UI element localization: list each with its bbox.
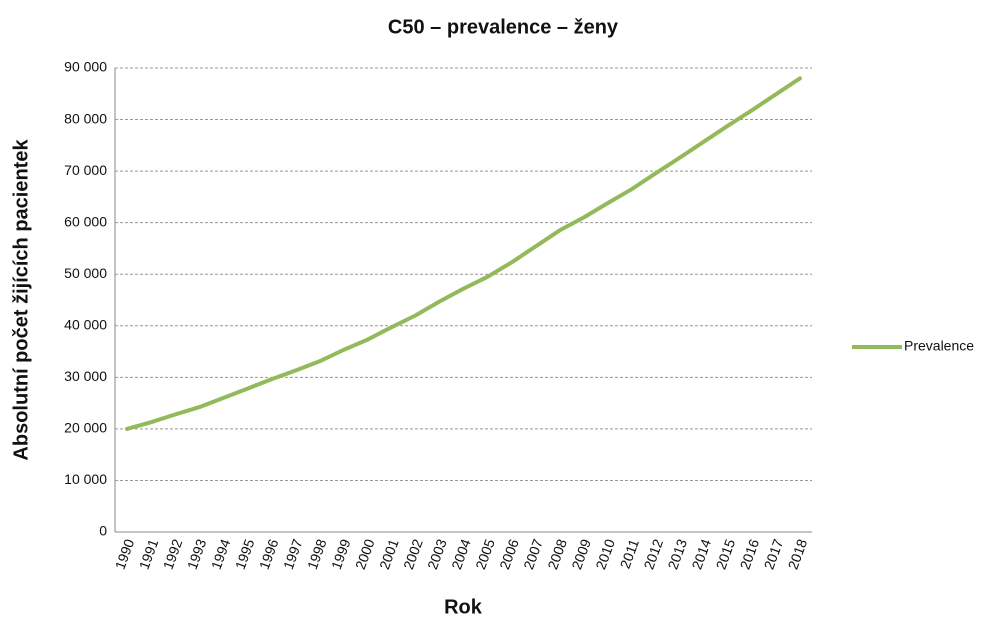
x-tick-label: 1997: [280, 537, 306, 572]
x-tick-label: 1992: [160, 537, 186, 572]
x-tick-label: 1991: [136, 537, 162, 572]
x-tick-label: 2009: [568, 537, 594, 572]
x-tick-label: 2014: [688, 537, 714, 572]
x-axis-title: Rok: [444, 596, 483, 618]
x-tick-label: 1994: [208, 537, 234, 572]
x-tick-label: 2000: [352, 537, 378, 572]
y-axis-title: Absolutní počet žijících pacientek: [10, 139, 32, 461]
x-tick-label: 2010: [592, 537, 618, 572]
x-tick-label: 2011: [617, 537, 642, 571]
x-tick-label: 1999: [328, 537, 354, 572]
x-tick-label: 2013: [664, 537, 690, 572]
x-tick-label: 2007: [520, 537, 546, 572]
y-tick-label: 80 000: [64, 110, 107, 126]
x-tick-label: 2005: [472, 537, 498, 572]
x-tick-label: 1993: [184, 537, 210, 572]
x-tick-label: 2016: [737, 537, 763, 572]
x-tick-label: 2004: [448, 537, 474, 572]
x-tick-label: 2006: [496, 537, 522, 572]
y-tick-label: 70 000: [64, 162, 107, 178]
legend-label: Prevalence: [904, 338, 974, 354]
y-tick-label: 10 000: [64, 471, 107, 487]
x-tick-label: 2008: [544, 537, 570, 572]
x-tick-label: 1990: [112, 537, 138, 572]
chart-title: C50 – prevalence – ženy: [388, 16, 619, 38]
y-tick-label: 90 000: [64, 59, 107, 75]
y-tick-label: 30 000: [64, 368, 107, 384]
x-tick-label: 2018: [785, 537, 811, 572]
x-tick-label: 1995: [232, 537, 258, 572]
x-tick-label: 1998: [304, 537, 330, 572]
line-series: [125, 76, 802, 431]
x-tick-label: 2002: [400, 537, 426, 572]
x-tick-label: 1996: [256, 537, 282, 572]
x-tick-label: 2012: [640, 537, 666, 572]
x-tick-label: 2001: [376, 537, 402, 572]
y-tick-label: 60 000: [64, 213, 107, 229]
y-tick-label: 20 000: [64, 420, 107, 436]
x-tick-label: 2003: [424, 537, 450, 572]
x-tick-label: 2015: [712, 537, 738, 572]
x-tick-label: 2017: [761, 537, 787, 572]
y-tick-label: 0: [99, 523, 107, 539]
y-tick-label: 50 000: [64, 265, 107, 281]
y-tick-label: 40 000: [64, 316, 107, 332]
